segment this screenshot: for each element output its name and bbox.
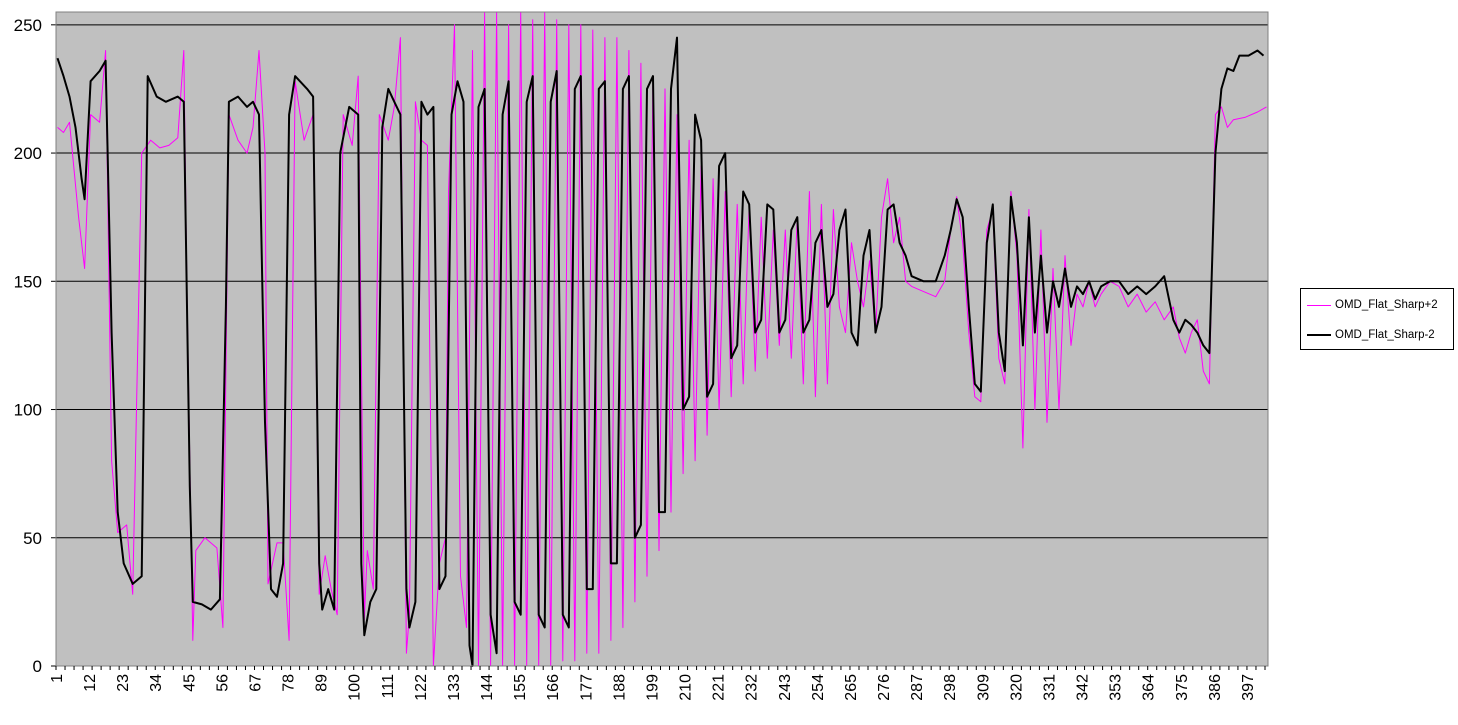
series-lines [56,11,1267,667]
x-tick-label: 221 [711,674,728,701]
x-tick-label: 232 [744,674,761,701]
x-tick-label: 320 [1008,674,1025,701]
axes [51,11,1269,670]
y-tick-label: 250 [14,16,42,35]
legend-swatch-magenta [1307,304,1331,306]
x-tick-label: 144 [479,674,496,701]
x-tick-label: 276 [876,674,893,701]
x-tick-label: 298 [942,674,959,701]
x-tick-label: 34 [148,674,165,692]
x-tick-label: 210 [678,674,695,701]
x-tick-label: 397 [1240,674,1257,701]
legend-label: OMD_Flat_Sharp+2 [1335,299,1438,311]
y-tick-label: 0 [33,657,42,676]
x-tick-label: 265 [843,674,860,701]
x-tick-label: 386 [1207,674,1224,701]
x-tick-label: 67 [247,674,264,692]
x-tick-label: 78 [281,674,298,692]
x-tick-label: 133 [446,674,463,701]
x-tick-label: 188 [611,674,628,701]
x-tick-label: 177 [578,674,595,701]
legend-swatch-black [1307,334,1331,336]
x-tick-label: 122 [413,674,430,701]
plot-border [55,11,1269,667]
y-tick-label: 150 [14,272,42,291]
x-tick-label: 111 [380,674,397,698]
y-tick-label: 200 [14,144,42,163]
legend-label: OMD_Flat_Sharp-2 [1335,329,1435,341]
legend: OMD_Flat_Sharp+2 OMD_Flat_Sharp-2 [1300,288,1454,350]
x-tick-labels: 1 12 23 34 45 56 67 78 89 100 111 122 133 144 155 166 17… [49,674,1257,701]
legend-item-sharp-plus2: OMD_Flat_Sharp+2 [1307,297,1438,313]
x-tick-label: 342 [1075,674,1092,701]
x-tick-label: 254 [810,674,827,701]
y-tick-labels: 0 50 100 150 200 250 [14,16,42,676]
x-tick-label: 364 [1141,674,1158,701]
x-tick-label: 353 [1108,674,1125,701]
x-tick-label: 12 [82,674,99,692]
x-tick-label: 23 [115,674,132,692]
legend-item-sharp-minus2: OMD_Flat_Sharp-2 [1307,327,1435,343]
y-tick-label: 50 [23,529,42,548]
x-tick-label: 155 [512,674,529,701]
x-tick-label: 100 [347,674,364,701]
x-tick-label: 287 [909,674,926,701]
x-tick-label: 56 [214,674,231,692]
x-tick-label: 331 [1041,674,1058,701]
x-tick-label: 199 [644,674,661,701]
x-tick-label: 309 [975,674,992,701]
x-tick-label: 45 [181,674,198,692]
x-tick-label: 375 [1174,674,1191,701]
x-tick-label: 89 [314,674,331,692]
y-tick-label: 100 [14,401,42,420]
series-line-sharp-minus2 [56,36,1265,667]
x-tick-label: 166 [545,674,562,701]
x-tick-label: 1 [49,674,66,683]
x-tick-label: 243 [777,674,794,701]
